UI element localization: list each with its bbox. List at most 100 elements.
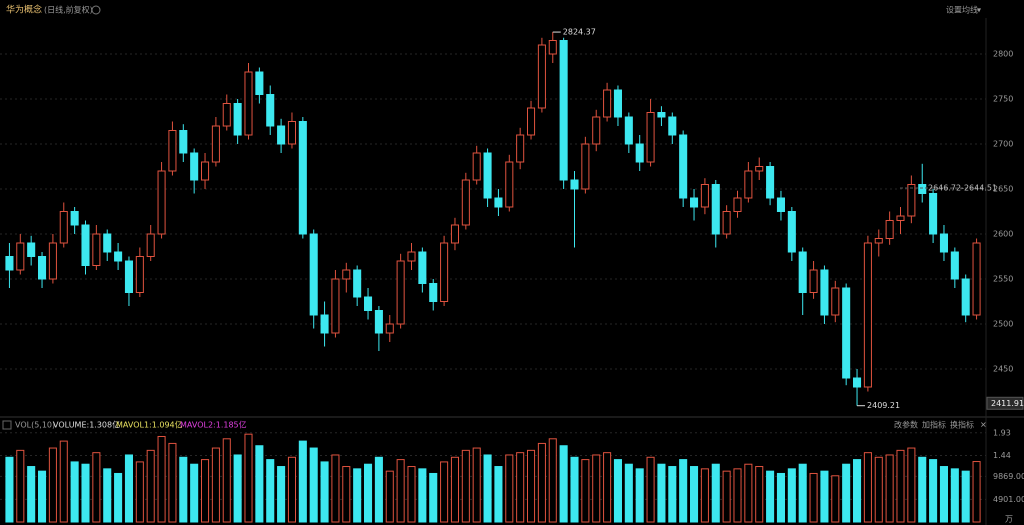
v-tick-label: 4901.00	[993, 495, 1024, 504]
candle-body	[124, 260, 133, 293]
volume-bar	[461, 449, 470, 523]
candle-body	[505, 161, 514, 208]
candle-body	[461, 179, 470, 226]
volume-unit: 万	[1005, 515, 1013, 524]
candle-body	[592, 116, 601, 145]
candle-body	[429, 283, 438, 302]
candle-body	[255, 71, 264, 95]
candle-body	[646, 112, 655, 163]
help-box[interactable]	[2, 420, 12, 430]
volume-bar	[559, 445, 568, 523]
settings-icon[interactable]	[91, 5, 101, 15]
y-tick-label: 2500	[993, 320, 1013, 329]
volume-bar	[711, 463, 720, 523]
candle-body	[766, 166, 775, 199]
candle-body	[874, 238, 883, 244]
volume-bar	[613, 459, 622, 523]
volume-bar	[331, 454, 340, 523]
cursor-box	[986, 396, 1024, 410]
candle-body	[516, 134, 525, 163]
volume-bar	[635, 468, 644, 523]
candle-body	[603, 89, 612, 118]
volume-bar	[16, 449, 25, 523]
volume-button[interactable]: 改参数	[894, 420, 918, 430]
volume-bar	[396, 459, 405, 523]
candle-body	[613, 89, 622, 118]
y-tick-label: 2450	[993, 365, 1013, 374]
candle-body	[537, 44, 546, 109]
y-tick-label: 2550	[993, 275, 1013, 284]
close-button[interactable]: ✕	[980, 421, 987, 430]
volume-bar	[342, 466, 351, 523]
volume-bar	[646, 456, 655, 523]
volume-bar	[244, 433, 253, 523]
candle-body	[885, 220, 894, 239]
volume-bar	[624, 463, 633, 523]
volume-bar	[831, 475, 840, 523]
candle-body	[222, 103, 231, 127]
candle-body	[548, 40, 557, 55]
volume-bar	[407, 466, 416, 523]
volume-bar	[603, 452, 612, 523]
candle-body	[244, 71, 253, 136]
volume-bar	[309, 447, 318, 523]
volume-bar	[939, 466, 948, 523]
y-tick-label: 2750	[993, 95, 1013, 104]
candle-body	[744, 170, 753, 199]
volume-bar	[222, 438, 231, 523]
volume-bar	[266, 459, 275, 523]
volume-bar	[81, 463, 90, 523]
range-tag: 2646.72-2644.51	[928, 184, 997, 193]
v-tick-label: 1.93	[993, 428, 1011, 437]
candle-body	[581, 143, 590, 190]
candle-body	[342, 269, 351, 280]
volume-bar	[59, 440, 68, 523]
candle-body	[787, 211, 796, 253]
volume-bar	[201, 459, 210, 523]
candle-body	[831, 287, 840, 316]
volume-bar	[505, 454, 514, 523]
candle-body	[853, 377, 862, 388]
candle-body	[27, 242, 36, 257]
candle-body	[842, 287, 851, 379]
candle-body	[896, 215, 905, 221]
candle-body	[657, 112, 666, 118]
candle-body	[918, 184, 927, 194]
candle-body	[38, 256, 47, 280]
candle-body	[570, 179, 579, 190]
volume-button[interactable]: 换指标	[950, 420, 974, 430]
volume-bar	[516, 452, 525, 523]
candle-body	[733, 197, 742, 212]
volume-bar	[744, 463, 753, 523]
candle-body	[59, 211, 68, 244]
candle-body	[472, 152, 481, 181]
high-label: 2824.37	[563, 28, 596, 37]
candle-body	[559, 40, 568, 181]
volume-title: VOL(5,10)	[15, 421, 55, 430]
candle-body	[309, 233, 318, 316]
volume-bar	[320, 461, 329, 523]
volume-bar	[657, 463, 666, 523]
candle-body	[211, 125, 220, 163]
candle-body	[809, 269, 818, 293]
volume-bar	[364, 463, 373, 523]
volume-bar	[157, 435, 166, 523]
dropdown-arrow: ▾	[977, 6, 981, 15]
volume-bar	[907, 447, 916, 523]
volume-bar	[918, 456, 927, 523]
volume-bar	[429, 472, 438, 523]
candle-body	[820, 269, 829, 316]
candle-body	[81, 224, 90, 266]
volume-button[interactable]: 加指标	[922, 420, 946, 430]
candle-body	[929, 193, 938, 235]
volume-bar	[38, 470, 47, 523]
ma-button[interactable]: 设置均线	[946, 5, 978, 15]
volume-bar	[472, 447, 481, 523]
candle-body	[320, 314, 329, 334]
volume-bar	[211, 447, 220, 523]
y-tick-label: 2650	[993, 185, 1013, 194]
volume-bar	[787, 468, 796, 523]
volume-bar	[874, 456, 883, 523]
